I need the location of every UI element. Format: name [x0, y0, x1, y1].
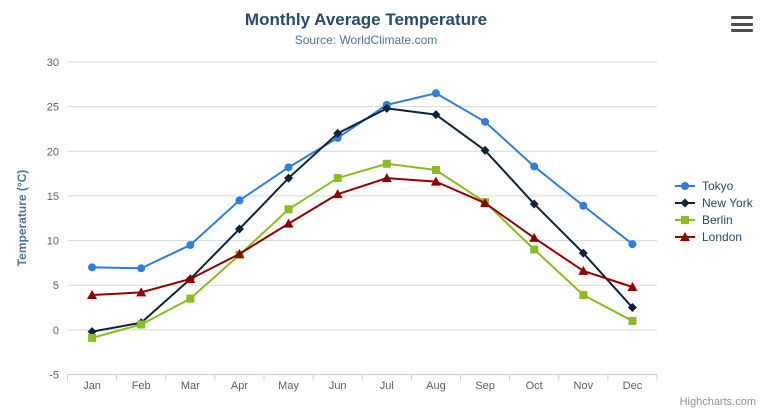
- data-point-london[interactable]: [185, 273, 196, 283]
- x-axis-label: Oct: [526, 380, 543, 392]
- data-point-new-york[interactable]: [578, 248, 588, 258]
- y-axis-label: 20: [47, 146, 59, 158]
- data-point-london[interactable]: [332, 189, 343, 199]
- data-point-berlin[interactable]: [382, 159, 391, 168]
- y-axis-label: -5: [49, 370, 59, 382]
- hamburger-bar: [731, 29, 753, 32]
- chart-title: Monthly Average Temperature: [244, 10, 488, 29]
- legend-marker-square-icon: [675, 215, 695, 224]
- data-point-berlin[interactable]: [284, 205, 293, 214]
- data-point-tokyo[interactable]: [628, 240, 637, 249]
- data-point-london[interactable]: [381, 173, 392, 183]
- legend-marker-circle-icon: [675, 181, 695, 190]
- legend-marker-diamond-icon: [675, 198, 695, 207]
- y-axis-title: Temperature (°C): [15, 170, 29, 267]
- data-point-berlin[interactable]: [186, 294, 195, 303]
- data-point-london[interactable]: [627, 282, 638, 291]
- series-line-tokyo: [91, 92, 634, 270]
- data-point-tokyo[interactable]: [284, 163, 293, 172]
- legend-label: London: [702, 229, 743, 244]
- data-point-london[interactable]: [283, 218, 294, 228]
- data-point-new-york[interactable]: [333, 128, 343, 138]
- x-axis-label: Jun: [329, 380, 347, 392]
- data-point-berlin[interactable]: [628, 316, 637, 325]
- legend: Tokyo New York Berlin London: [673, 177, 753, 245]
- data-point-new-york[interactable]: [382, 103, 392, 113]
- legend-item-tokyo[interactable]: Tokyo: [673, 177, 753, 194]
- x-axis-label: Jul: [380, 380, 394, 392]
- legend-label: Berlin: [702, 212, 733, 227]
- data-point-tokyo[interactable]: [186, 241, 195, 250]
- y-axis-label: 10: [47, 236, 59, 248]
- chart-subtitle: Source: WorldClimate.com: [294, 33, 438, 47]
- x-axis-label: May: [278, 380, 299, 392]
- data-point-new-york[interactable]: [529, 199, 539, 209]
- hamburger-icon[interactable]: [731, 16, 755, 32]
- legend-label: New York: [702, 195, 753, 210]
- x-axis-label: Aug: [426, 380, 446, 392]
- data-point-tokyo[interactable]: [235, 196, 244, 205]
- legend-item-london[interactable]: London: [673, 228, 753, 245]
- x-axis-label: Dec: [623, 380, 643, 392]
- legend-item-new-york[interactable]: New York: [673, 194, 753, 211]
- data-point-new-york[interactable]: [627, 303, 637, 313]
- hamburger-bar: [731, 22, 753, 26]
- series-line-london: [91, 177, 634, 297]
- y-axis-label: 30: [47, 57, 59, 69]
- data-point-tokyo[interactable]: [88, 263, 97, 272]
- x-axis-label: Feb: [132, 380, 151, 392]
- y-axis-label: 25: [47, 102, 59, 114]
- data-point-berlin[interactable]: [137, 320, 146, 329]
- data-point-tokyo[interactable]: [530, 162, 539, 171]
- data-point-london[interactable]: [430, 176, 441, 186]
- data-point-london[interactable]: [234, 248, 245, 258]
- legend-label: Tokyo: [702, 178, 734, 193]
- series-line-berlin: [91, 162, 634, 339]
- data-point-london[interactable]: [136, 287, 147, 297]
- y-axis-label: 15: [47, 191, 59, 203]
- data-point-new-york[interactable]: [480, 145, 490, 155]
- y-axis-label: 5: [53, 280, 59, 292]
- data-point-tokyo[interactable]: [579, 201, 588, 210]
- data-point-new-york[interactable]: [284, 173, 294, 183]
- data-point-berlin[interactable]: [579, 291, 588, 300]
- data-point-tokyo[interactable]: [431, 89, 440, 98]
- y-axis-label: 0: [53, 325, 59, 337]
- data-point-new-york[interactable]: [431, 110, 441, 120]
- x-axis-label: Sep: [475, 380, 495, 392]
- legend-marker-triangle-icon: [675, 231, 695, 241]
- x-axis-label: Jan: [83, 380, 101, 392]
- data-point-london[interactable]: [529, 232, 540, 242]
- data-point-tokyo[interactable]: [137, 264, 146, 273]
- data-point-berlin[interactable]: [333, 174, 342, 183]
- data-point-london[interactable]: [480, 198, 491, 208]
- data-point-berlin[interactable]: [530, 245, 539, 254]
- x-axis-label: Nov: [574, 380, 594, 392]
- x-axis-label: Mar: [181, 380, 200, 392]
- data-point-berlin[interactable]: [88, 333, 97, 342]
- series-line-new-york: [91, 107, 634, 333]
- highcharts-credits-link[interactable]: Highcharts.com: [679, 396, 756, 408]
- data-point-london[interactable]: [578, 265, 589, 275]
- data-point-london[interactable]: [87, 290, 98, 300]
- data-point-new-york[interactable]: [234, 224, 244, 234]
- legend-item-berlin[interactable]: Berlin: [673, 211, 753, 228]
- hamburger-bar: [731, 16, 753, 19]
- data-point-berlin[interactable]: [431, 166, 440, 175]
- x-axis-label: Apr: [231, 380, 248, 392]
- data-point-tokyo[interactable]: [481, 117, 490, 126]
